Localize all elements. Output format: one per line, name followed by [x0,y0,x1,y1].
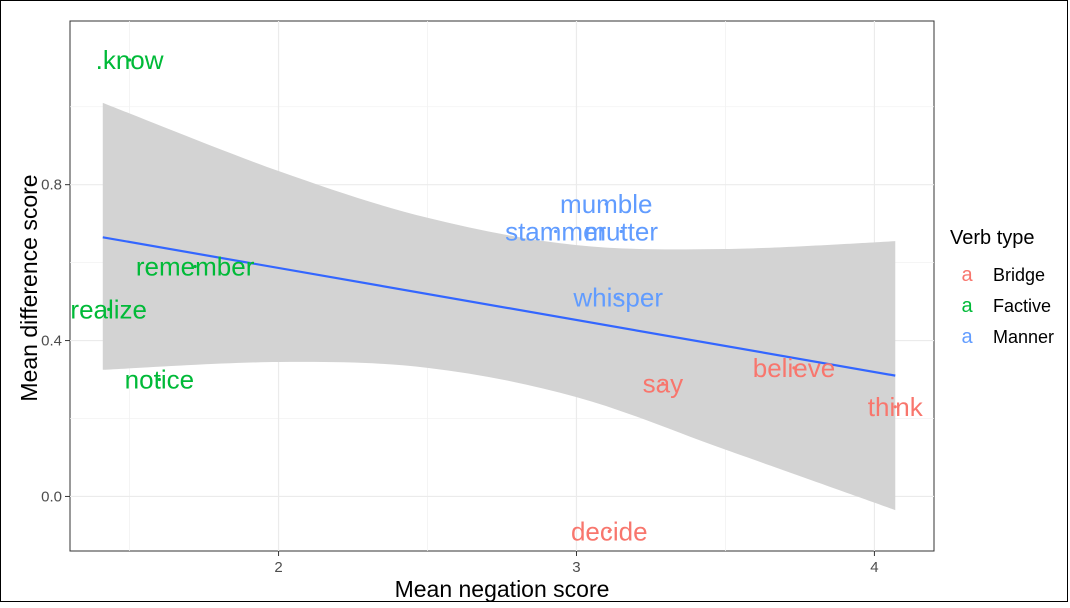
point-label: say [643,368,683,398]
y-axis-title: Mean difference score [16,174,42,401]
point-dot [607,529,611,534]
legend-label: Manner [993,327,1054,347]
point-think: think [868,392,924,422]
point-label: decide [571,517,648,547]
data-points: .know remember realize notice mumblestammerm… [70,45,923,547]
point-label: remember [136,252,255,282]
legend-item-manner: a Manner [961,326,1054,348]
point-remember: remember [136,252,255,282]
point-label: mutter [584,216,658,246]
point-dot [661,381,665,386]
point-realize: realize [70,294,147,324]
point-stammer: stammer [505,216,606,246]
y-tick-label: 0.0 [41,488,62,505]
point-label: .know [96,45,164,75]
point-say: say [643,368,683,398]
legend-key-glyph: a [961,295,973,317]
point-dot [127,58,132,62]
point-dot [619,229,623,234]
point-dot [107,307,111,311]
point-label: whisper [572,283,663,313]
x-tick-label: 4 [870,559,878,576]
point-label: mumble [560,189,652,219]
x-tick-label: 3 [572,559,580,576]
point-label: realize [70,294,147,324]
point-dot [792,366,796,370]
point-dot [616,296,620,300]
y-tick-label: 0.4 [41,333,62,350]
legend-item-bridge: a Bridge [961,264,1045,286]
point-mutter: mutter [584,216,658,246]
legend-key-glyph: a [961,326,973,348]
point-label: believe [753,353,835,383]
y-tick-label: 0.8 [41,177,62,194]
point-whisper: whisper [572,283,663,313]
x-axis-title: Mean negation score [395,576,610,602]
point-dot [554,229,558,234]
point-label: notice [125,365,194,395]
point-know: .know [96,45,164,75]
point-label: stammer [505,216,606,246]
point-dot [157,377,161,382]
point-dot [193,264,197,269]
legend-label: Bridge [993,265,1045,285]
point-decide: decide [571,517,648,547]
regression-line-group [102,236,896,377]
legend-item-factive: a Factive [961,295,1051,317]
axis-ticks: 2 3 4 0.0 0.4 0.8 [41,177,878,576]
regression-line [102,236,896,377]
point-notice: notice [125,365,194,395]
point-label: think [868,392,924,422]
point-dot [893,405,897,409]
point-believe: believe [753,353,835,383]
point-dot [604,202,608,206]
point-mumble: mumble [560,189,652,219]
legend-key-glyph: a [961,264,973,286]
x-tick-label: 2 [274,559,282,576]
legend-label: Factive [993,296,1051,316]
legend-title: Verb type [950,227,1035,249]
